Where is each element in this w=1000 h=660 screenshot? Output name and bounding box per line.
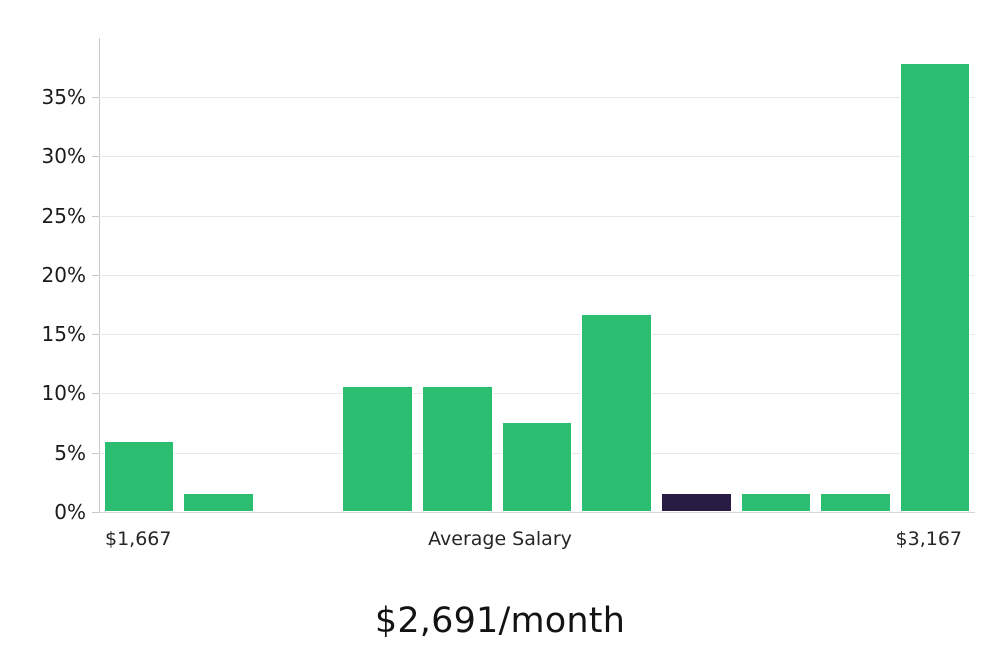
y-axis-tick-label: 35% [41,85,86,109]
gridline [99,97,975,98]
gridline [99,156,975,158]
y-axis-tick-label: 10% [41,381,86,406]
bar-highlighted[interactable] [660,493,732,512]
zero-baseline [99,512,975,513]
x-axis-label-right: $3,167 [895,528,962,550]
bar[interactable] [183,493,254,512]
y-axis-tick-label: 30% [41,144,86,169]
bar[interactable] [899,62,971,512]
gridline [99,393,975,395]
bar[interactable] [820,493,891,512]
y-axis-tick-label: 0% [54,500,86,524]
y-axis-tick-mark [92,512,99,513]
x-axis-label-center: Average Salary [428,528,572,550]
y-axis-tick-mark [92,274,99,276]
bar[interactable] [581,314,652,512]
y-axis-tick-label: 15% [41,322,86,347]
y-axis-tick-mark [92,156,99,158]
plot-area [99,38,975,513]
y-axis-tick-mark [92,334,99,336]
y-axis-tick-mark [92,452,99,454]
average-salary-caption: $2,691/month [374,601,626,641]
bar[interactable] [740,493,812,512]
x-axis-label-left: $1,667 [105,528,172,550]
y-axis-tick-mark [92,97,99,98]
bar[interactable] [262,510,334,512]
gridline [99,274,975,276]
y-axis-tick-label: 25% [41,203,86,228]
gridline [99,215,975,217]
gridline [99,334,975,336]
y-axis-tick-mark [92,215,99,217]
y-axis-tick-label: 20% [41,262,86,287]
bar[interactable] [422,386,493,512]
bar[interactable] [103,440,175,512]
bar[interactable] [342,386,414,512]
bar[interactable] [501,421,573,512]
y-axis-tick-label: 5% [54,440,86,465]
y-axis-tick-mark [92,393,99,395]
